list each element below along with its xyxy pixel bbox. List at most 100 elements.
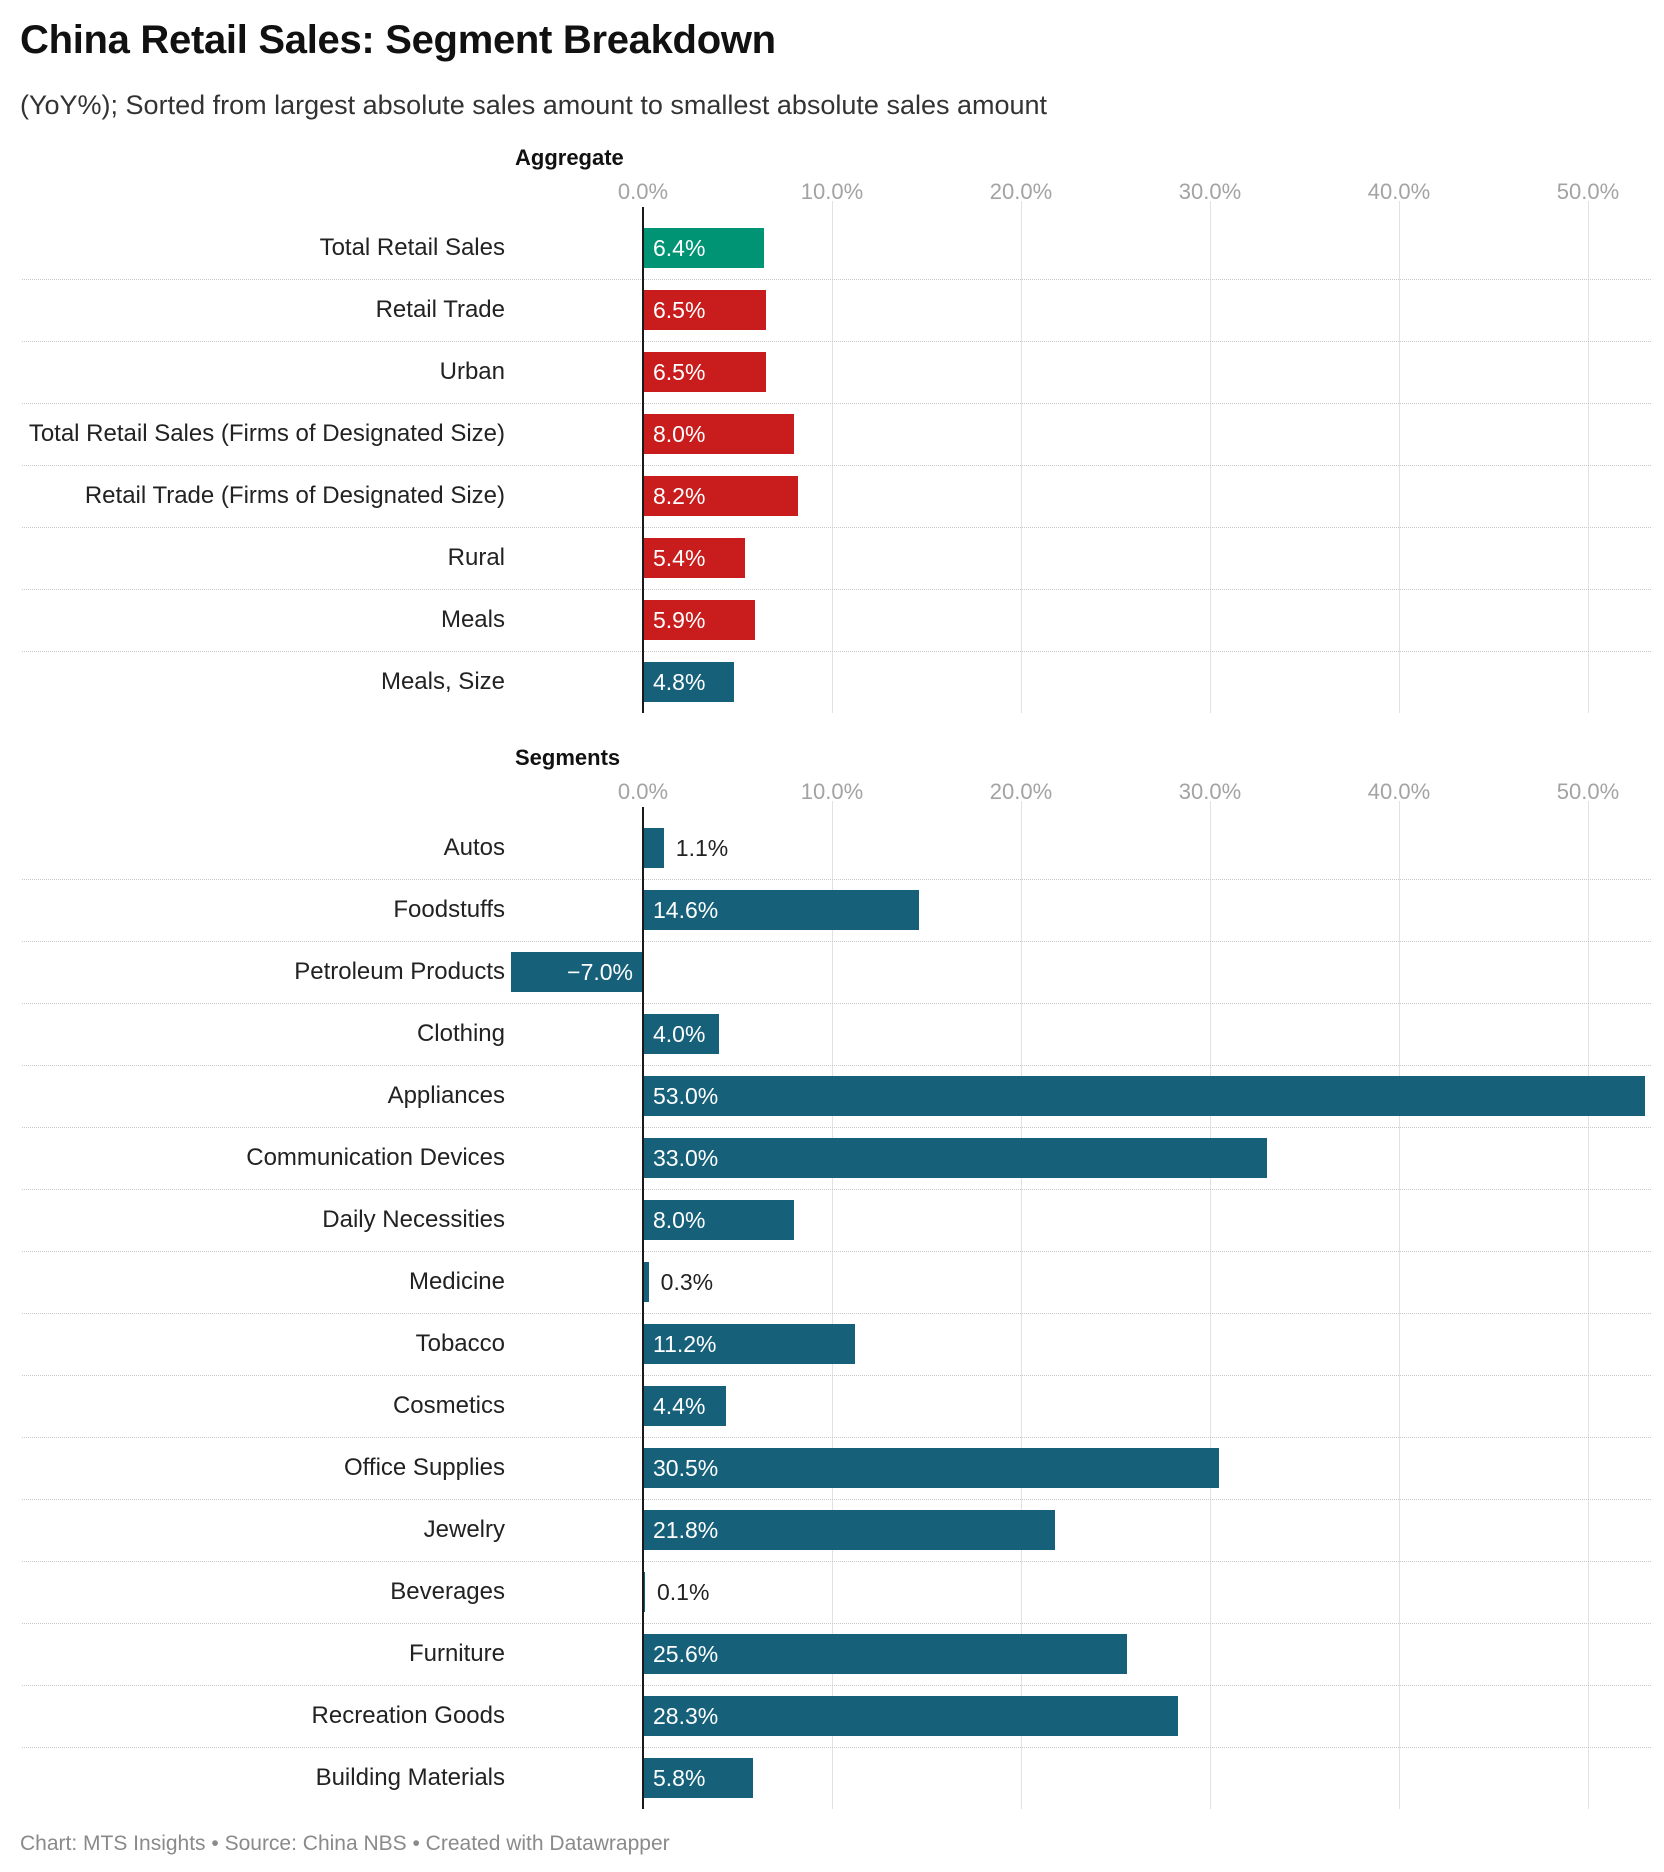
- chart-1-category-label: Building Materials: [315, 1764, 505, 1791]
- chart-1-x-tick-label: 40.0%: [1367, 779, 1431, 804]
- chart-0-x-tick-label: 10.0%: [800, 179, 864, 204]
- chart-1-row-separator: [22, 1685, 1651, 1686]
- chart-1-bar: [643, 1386, 727, 1426]
- chart-0-row: Meals, Size 4.8%: [0, 651, 1664, 713]
- chart-1-row: Communication Devices 33.0%: [0, 1127, 1664, 1189]
- chart-1-value-label: 25.6%: [653, 1641, 719, 1667]
- chart-0-gridline: [832, 201, 833, 713]
- chart-0-row-separator: [22, 589, 1651, 590]
- chart-1-value-label: 0.3%: [660, 1269, 714, 1295]
- chart-1-bar: [643, 1076, 1645, 1116]
- chart-footer-credit: Chart: MTS Insights • Source: China NBS …: [20, 1832, 670, 1855]
- chart-1-category-label: Tobacco: [415, 1330, 505, 1357]
- chart-subtitle: (YoY%); Sorted from largest absolute sal…: [20, 90, 1048, 120]
- chart-1-category-label: Recreation Goods: [311, 1702, 505, 1729]
- chart-1-bar: [643, 890, 919, 930]
- chart-1-row: Daily Necessities 8.0%: [0, 1189, 1664, 1251]
- chart-1-row-separator: [22, 879, 1651, 880]
- chart-1-gridline: [1399, 801, 1400, 1809]
- chart-1-x-tick-label: 0.0%: [617, 779, 669, 804]
- chart-0-row: Retail Trade (Firms of Designated Size) 8…: [0, 465, 1664, 527]
- chart-1-category-label: Daily Necessities: [322, 1206, 505, 1233]
- aggregate-panel-title: Aggregate: [515, 145, 624, 170]
- chart-0-x-tick-label: 30.0%: [1178, 179, 1242, 204]
- chart-0-row: Retail Trade 6.5%: [0, 279, 1664, 341]
- chart-1-bar: [643, 1138, 1267, 1178]
- chart-0-x-tick-label: 20.0%: [989, 179, 1053, 204]
- chart-1-row: Petroleum Products −7.0%: [0, 941, 1664, 1003]
- chart-1-zero-baseline: [642, 807, 644, 1809]
- chart-0-bar: [643, 600, 755, 640]
- chart-1-category-label: Office Supplies: [344, 1454, 505, 1481]
- chart-0-row-separator: [22, 279, 1651, 280]
- chart-1-bar: [643, 1200, 795, 1240]
- chart-1-row-separator: [22, 1499, 1651, 1500]
- chart-1-row-separator: [22, 1313, 1651, 1314]
- chart-1-row-separator: [22, 1003, 1651, 1004]
- chart-0-category-label: Total Retail Sales: [319, 234, 505, 261]
- chart-1-x-tick-label: 20.0%: [989, 779, 1053, 804]
- chart-0-bar: [643, 352, 766, 392]
- chart-0-value-label: 6.5%: [653, 297, 706, 323]
- chart-1-gridline: [1210, 801, 1211, 1809]
- chart-0-x-tick-label: 50.0%: [1556, 179, 1620, 204]
- chart-1-value-label: 1.1%: [675, 835, 729, 861]
- chart-0-row-separator: [22, 651, 1651, 652]
- chart-1-gridline: [1588, 801, 1589, 1809]
- chart-1-value-label: 30.5%: [653, 1455, 719, 1481]
- chart-0-value-label: 8.0%: [653, 421, 706, 447]
- chart-1-value-label: 53.0%: [653, 1083, 719, 1109]
- chart-1-bar: [643, 1014, 719, 1054]
- chart-1-x-tick-label: 30.0%: [1178, 779, 1242, 804]
- chart-1-row-separator: [22, 1189, 1651, 1190]
- chart-1-bar: [643, 1696, 1178, 1736]
- chart-1-row-separator: [22, 1561, 1651, 1562]
- chart-0-value-label: 5.9%: [653, 607, 706, 633]
- chart-1-category-label: Clothing: [416, 1020, 505, 1047]
- chart-0-row-separator: [22, 465, 1651, 466]
- chart-0-row-separator: [22, 527, 1651, 528]
- chart-1-row-separator: [22, 1375, 1651, 1376]
- chart-1-bar: [643, 1634, 1127, 1674]
- chart-1-category-label: Medicine: [408, 1268, 505, 1295]
- chart-1-x-tick-label: 10.0%: [800, 779, 864, 804]
- chart-1-bar: [643, 828, 664, 868]
- chart-title: China Retail Sales: Segment Breakdown: [20, 18, 776, 62]
- chart-1-value-label: 14.6%: [653, 897, 719, 923]
- chart-1-category-label: Petroleum Products: [294, 958, 505, 985]
- chart-1-category-label: Cosmetics: [392, 1392, 505, 1419]
- chart-1-value-label: 33.0%: [653, 1145, 719, 1171]
- chart-1-row: Medicine 0.3%: [0, 1251, 1664, 1313]
- chart-0-row: Total Retail Sales (Firms of Designated …: [0, 403, 1664, 465]
- chart-0-category-label: Retail Trade (Firms of Designated Size): [84, 482, 505, 509]
- chart-0-row: Total Retail Sales 6.4%: [0, 217, 1664, 279]
- chart-1-bar: [510, 952, 643, 992]
- chart-1-value-label: 21.8%: [653, 1517, 719, 1543]
- chart-1-bar: [643, 1758, 753, 1798]
- chart-1-row: Clothing 4.0%: [0, 1003, 1664, 1065]
- chart-0-category-label: Meals, Size: [380, 668, 505, 695]
- chart-1-gridline: [1021, 801, 1022, 1809]
- chart-0-value-label: 5.4%: [653, 545, 706, 571]
- chart-0-bar: [643, 228, 764, 268]
- chart-1-bar: [643, 1572, 645, 1612]
- chart-0-x-tick-label: 40.0%: [1367, 179, 1431, 204]
- chart-0-bar: [643, 662, 734, 702]
- chart-1-value-label: 11.2%: [653, 1331, 717, 1357]
- chart-0-category-label: Retail Trade: [375, 296, 505, 323]
- chart-1-row-separator: [22, 1623, 1651, 1624]
- chart-0-x-tick-label: 0.0%: [617, 179, 669, 204]
- chart-1-row: Recreation Goods 28.3%: [0, 1685, 1664, 1747]
- chart-1-value-label: 5.8%: [653, 1765, 706, 1791]
- chart-1-row-separator: [22, 1127, 1651, 1128]
- chart-1-row-separator: [22, 1437, 1651, 1438]
- chart-0-category-label: Rural: [447, 544, 505, 571]
- chart-1-row: Tobacco 11.2%: [0, 1313, 1664, 1375]
- chart-0-bar: [643, 414, 795, 454]
- chart-0-bar: [643, 476, 798, 516]
- chart-0-gridline: [1399, 201, 1400, 713]
- chart-0-value-label: 6.4%: [653, 235, 706, 261]
- chart-1-value-label: 4.0%: [653, 1021, 706, 1047]
- chart-0-value-label: 6.5%: [653, 359, 706, 385]
- chart-1-category-label: Appliances: [387, 1082, 505, 1109]
